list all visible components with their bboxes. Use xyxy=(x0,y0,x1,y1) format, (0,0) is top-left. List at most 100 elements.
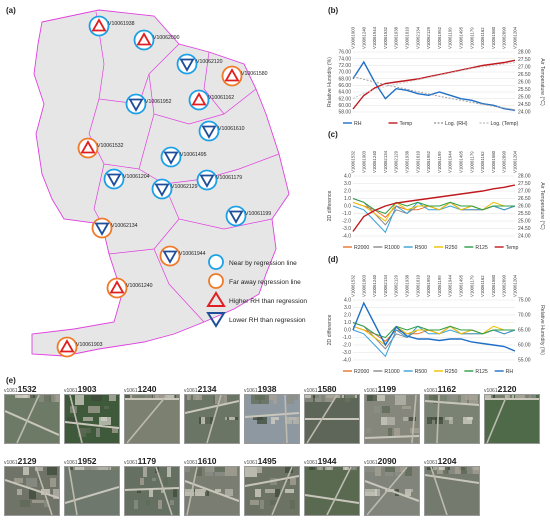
aerial-image xyxy=(244,394,300,444)
y2-tick-label: 70.00 xyxy=(518,313,531,319)
category-label: V10062129 xyxy=(394,274,399,297)
station-V1062134: V10062134 xyxy=(91,217,138,239)
station-V1061240: V10061240 xyxy=(106,277,153,299)
building-block xyxy=(104,406,109,409)
building-block xyxy=(505,395,510,398)
y2-tick-label: 26.00 xyxy=(518,204,531,210)
y-tick-label: 60.00 xyxy=(338,103,351,109)
building-block xyxy=(374,406,382,413)
station-label: V10061240 xyxy=(126,283,153,289)
category-label: V10062134 xyxy=(383,274,388,297)
category-label: V10062134 xyxy=(415,26,420,49)
building-block xyxy=(195,489,207,496)
thumbnail-1162: v10611162 xyxy=(424,384,480,444)
building-block xyxy=(467,467,474,474)
building-block xyxy=(257,417,267,424)
up-triangle-icon xyxy=(191,92,207,106)
legend-up-triangle-icon xyxy=(206,291,226,307)
thumbnail-caption: v10611938 xyxy=(244,384,300,394)
y-tick-label: 74.00 xyxy=(338,56,351,62)
y-tick-label: 76.00 xyxy=(338,50,351,56)
district-line-8 xyxy=(153,248,205,323)
category-label: V10061204 xyxy=(513,150,518,173)
thumbnail-number: 1952 xyxy=(77,456,97,466)
station-V1061532: V10061532 xyxy=(77,137,124,159)
building-block xyxy=(461,467,472,474)
building-block xyxy=(333,467,337,470)
map-canvas: V10061938 V10062090 V10062120 V10061580 V100… xyxy=(31,9,307,358)
building-block xyxy=(29,489,36,499)
station-label: V10061952 xyxy=(145,99,172,105)
category-label: V10061952 xyxy=(437,26,442,49)
building-block xyxy=(135,395,146,398)
thumbnail-caption: v10611610 xyxy=(184,456,240,466)
building-block xyxy=(205,417,213,424)
thumbnail-1903: v10611903 xyxy=(64,384,120,444)
building-block xyxy=(495,395,505,398)
category-label: V10061199 xyxy=(437,151,442,173)
category-label: V10061199 xyxy=(448,27,453,49)
building-block xyxy=(158,500,162,509)
building-block xyxy=(461,395,467,404)
panel-label-b: (b) xyxy=(328,6,339,15)
road xyxy=(69,395,83,443)
y-tick-label: -3.0 xyxy=(342,226,351,232)
y-tick-label: -3.0 xyxy=(342,350,351,356)
building-block xyxy=(366,428,371,433)
category-label: V10062090 xyxy=(502,274,507,297)
down-triangle-icon xyxy=(162,250,178,264)
thumbnail-number: 1903 xyxy=(77,384,97,394)
y2-tick-label: 26.50 xyxy=(518,196,531,202)
category-label: V10061952 xyxy=(426,274,431,297)
district-line-1 xyxy=(148,43,180,75)
series-line-logrh xyxy=(352,76,516,111)
y-axis-title: 2D difference xyxy=(327,315,333,346)
building-block xyxy=(97,467,108,470)
building-block xyxy=(255,489,261,497)
building-block xyxy=(395,467,400,476)
building-block xyxy=(260,500,264,509)
y-tick-label: 62.00 xyxy=(338,96,351,102)
thumbnail-caption: v10611944 xyxy=(304,456,360,466)
building-block xyxy=(89,467,97,470)
category-label: V10061944 xyxy=(372,26,377,49)
thumbnail-prefix: v1061 xyxy=(4,388,18,394)
building-block xyxy=(381,417,387,425)
building-block xyxy=(80,428,91,433)
station-label: V10061532 xyxy=(97,143,124,149)
category-label: V10061179 xyxy=(469,275,474,297)
y-tick-label: -2.0 xyxy=(342,343,351,349)
thumbnail-2120: v10612120 xyxy=(484,384,540,444)
road xyxy=(65,421,119,429)
road xyxy=(366,467,408,515)
building-block xyxy=(275,417,279,420)
building-block xyxy=(245,467,257,477)
station-label: V10061903 xyxy=(76,342,103,348)
aerial-image xyxy=(64,466,120,516)
building-block xyxy=(467,417,473,420)
building-block xyxy=(195,489,206,492)
thumbnail-caption: v10611199 xyxy=(364,384,420,394)
map-legend: Near by regression line Far away regressi… xyxy=(206,254,307,328)
aerial-image xyxy=(244,466,300,516)
y-tick-label: -1.0 xyxy=(342,211,351,217)
up-triangle-icon xyxy=(224,68,240,82)
category-label: V10061938 xyxy=(405,274,410,297)
thumbnail-caption: v10611903 xyxy=(64,384,120,394)
building-block xyxy=(205,489,209,496)
thumbnail-caption: v10611162 xyxy=(424,384,480,394)
y2-tick-label: 60.00 xyxy=(518,343,531,349)
building-block xyxy=(14,478,23,483)
y-axis-title: 2D difference xyxy=(327,191,333,222)
aerial-image xyxy=(424,394,480,444)
road xyxy=(35,467,53,515)
road xyxy=(411,395,417,443)
building-block xyxy=(325,467,329,470)
category-label: V10061199 xyxy=(437,275,442,297)
thumbnail-1495: v10611495 xyxy=(244,456,300,516)
aerial-image xyxy=(64,394,120,444)
building-block xyxy=(225,467,237,476)
category-label: V10062134 xyxy=(383,150,388,173)
y-tick-label: 3.0 xyxy=(344,181,351,187)
thumbnail-1204: v10611204 xyxy=(424,456,480,516)
